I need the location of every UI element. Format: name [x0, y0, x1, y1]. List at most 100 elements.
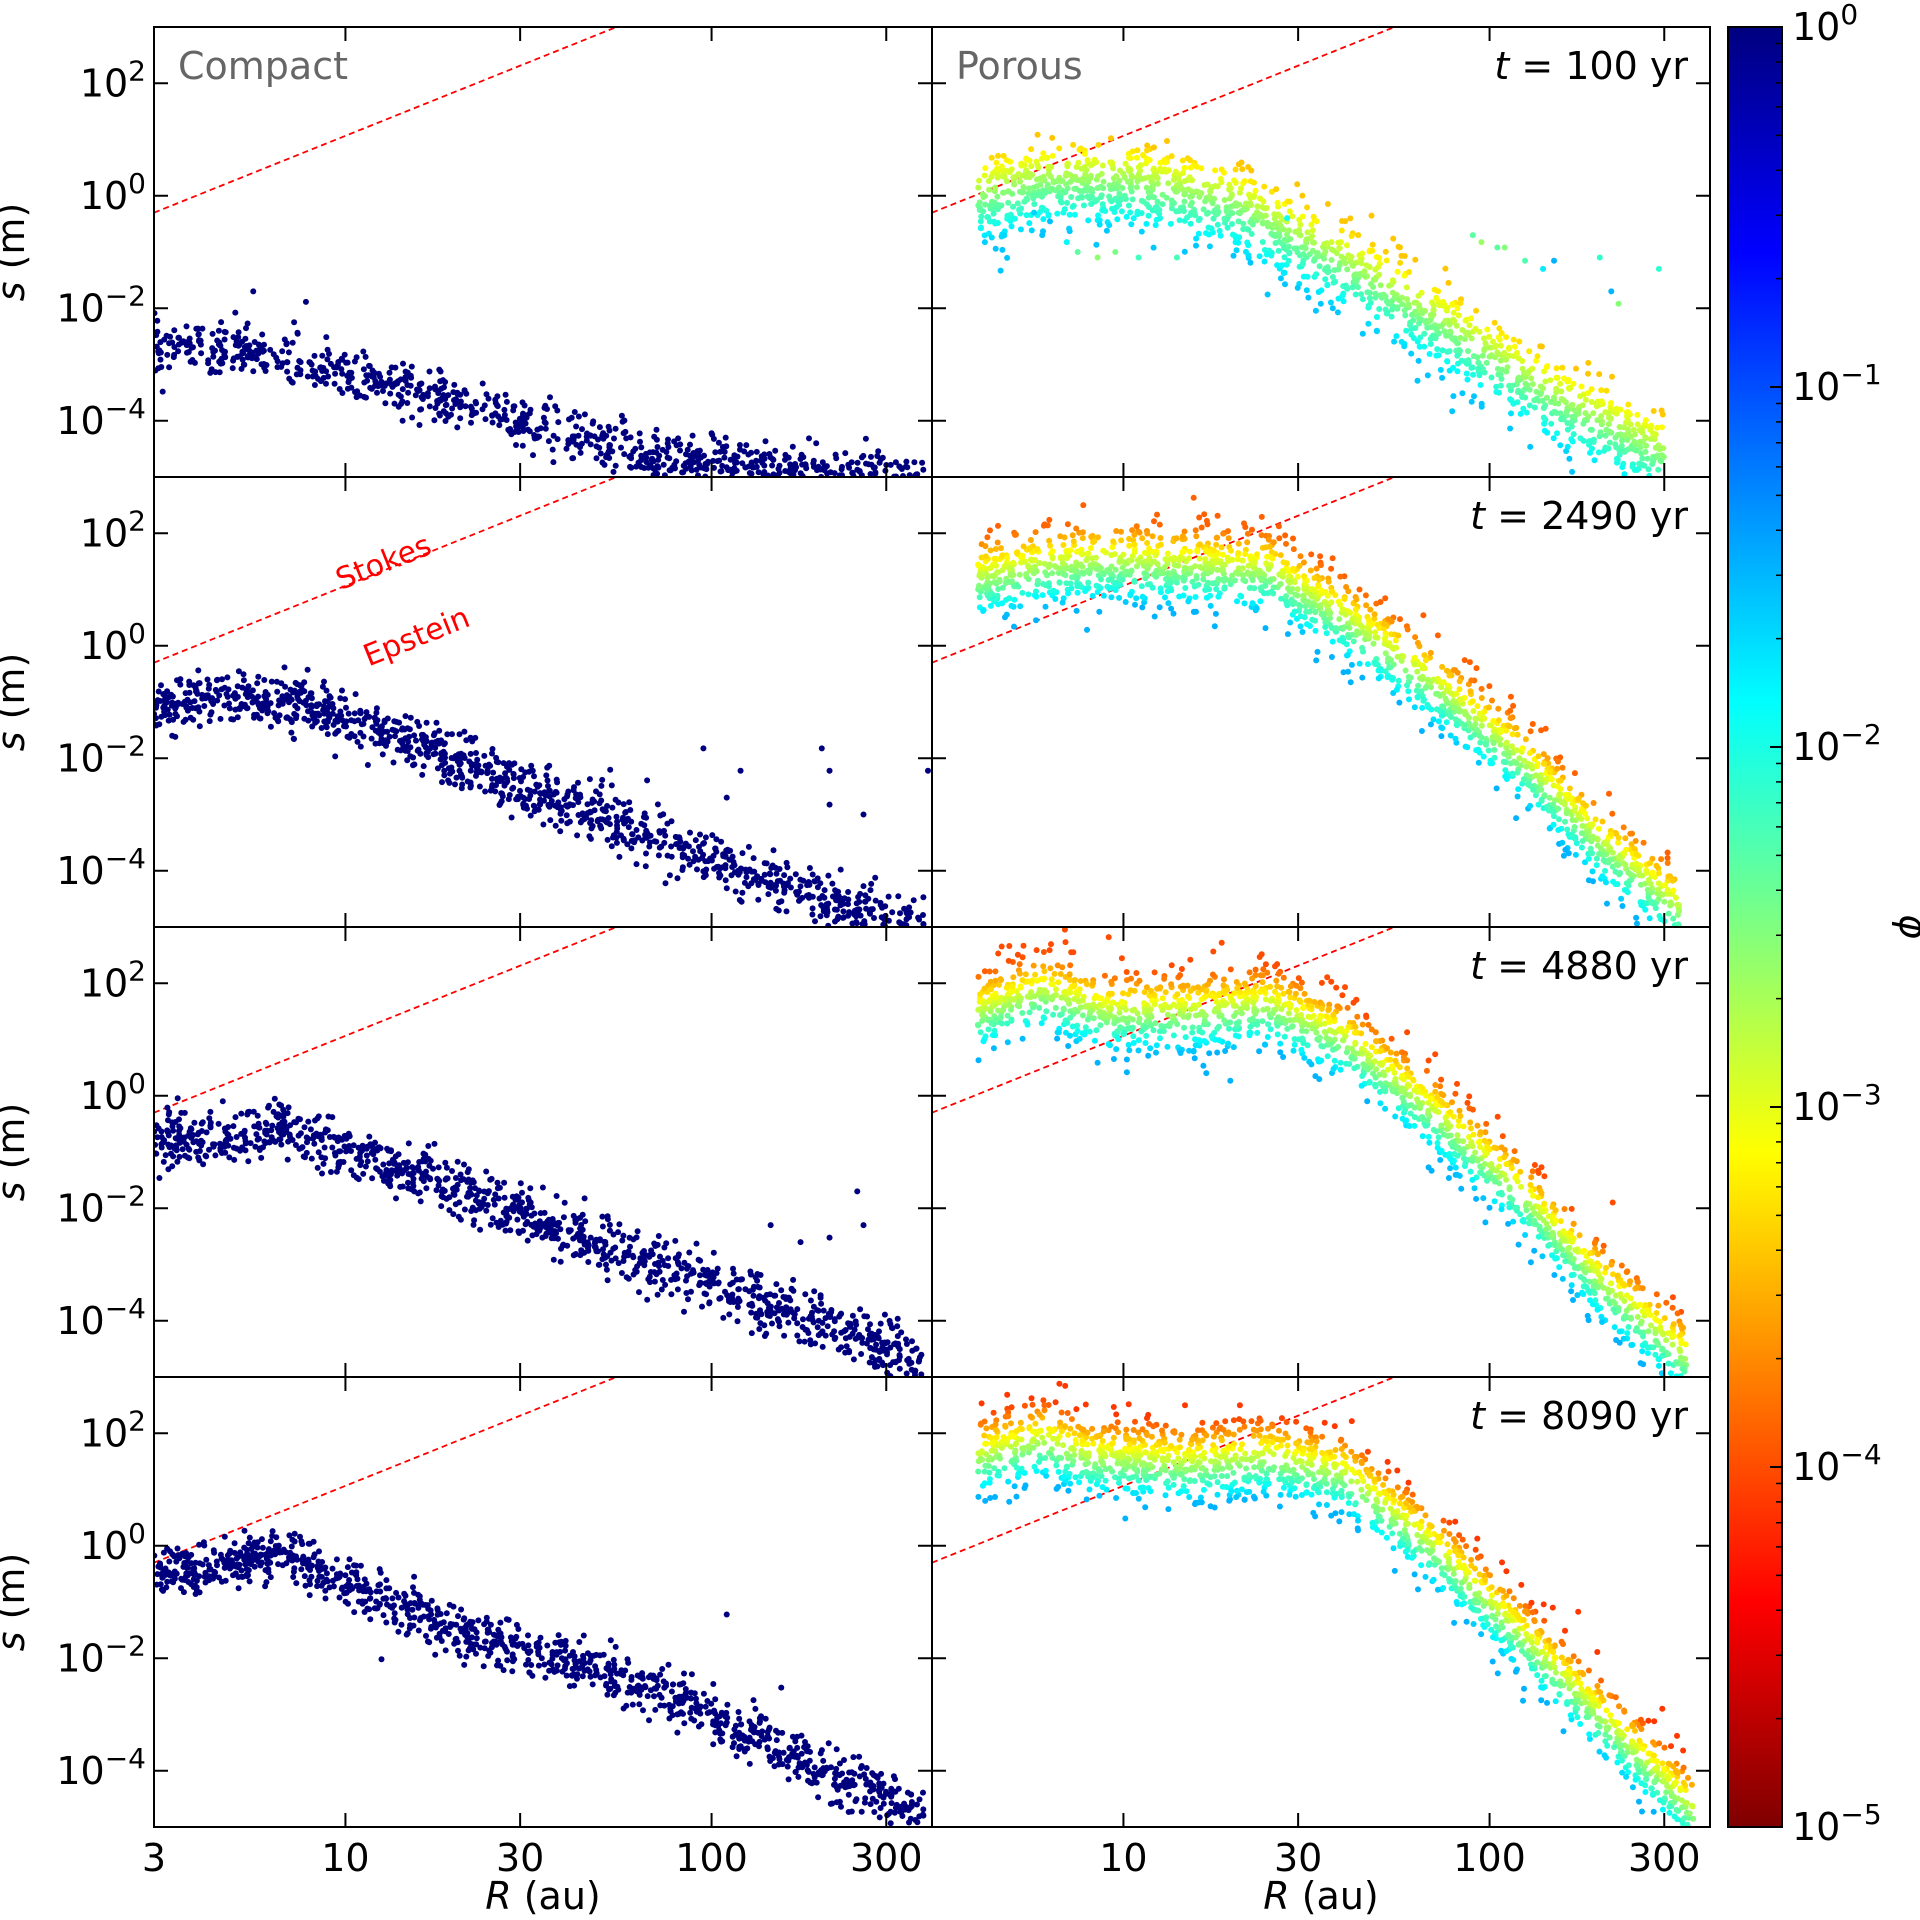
data-point: [257, 705, 263, 712]
data-point: [1454, 352, 1461, 359]
data-point: [1399, 301, 1406, 308]
data-point: [476, 783, 483, 790]
data-point: [1064, 521, 1071, 528]
data-point: [222, 354, 229, 361]
data-point: [1541, 368, 1548, 375]
data-point: [773, 870, 780, 877]
data-point: [586, 833, 593, 840]
data-point: [426, 368, 433, 375]
data-point: [999, 600, 1006, 607]
data-point: [546, 793, 553, 800]
data-point: [1446, 321, 1453, 328]
data-point: [284, 359, 291, 366]
data-point: [604, 836, 611, 843]
data-point: [240, 671, 247, 678]
data-point: [1646, 472, 1653, 477]
data-point: [1415, 357, 1422, 364]
data-point: [166, 711, 173, 718]
data-point: [1154, 511, 1160, 518]
data-point: [473, 400, 480, 407]
data-point: [413, 737, 419, 744]
data-point: [1028, 163, 1035, 170]
data-point: [1020, 188, 1027, 195]
data-point: [977, 571, 984, 578]
data-point: [510, 775, 517, 782]
data-point: [1497, 342, 1504, 349]
data-point: [1675, 921, 1682, 927]
data-point: [1207, 602, 1214, 609]
data-point: [332, 717, 339, 724]
data-point: [1427, 341, 1434, 347]
data-point: [643, 450, 649, 457]
data-point: [1055, 570, 1062, 576]
data-point: [1229, 221, 1235, 227]
data-point: [1277, 275, 1284, 282]
data-point: [1294, 181, 1301, 188]
data-point: [1060, 571, 1067, 577]
data-point: [1163, 194, 1170, 201]
data-point: [1670, 887, 1677, 894]
data-point: [876, 459, 883, 466]
data-point: [157, 339, 164, 346]
data-point: [1044, 183, 1051, 190]
data-point: [613, 839, 620, 846]
outlier-point: [1112, 249, 1119, 255]
data-point: [485, 762, 492, 769]
data-point: [887, 461, 894, 468]
data-point: [513, 442, 519, 448]
data-point: [1385, 655, 1392, 662]
data-point: [1336, 616, 1343, 623]
data-point: [1485, 747, 1492, 754]
data-point: [985, 178, 992, 184]
data-point: [1642, 880, 1649, 887]
data-point: [1214, 512, 1221, 519]
data-point: [1126, 557, 1132, 564]
data-point: [1424, 372, 1431, 379]
data-point: [1450, 309, 1457, 316]
data-point: [1343, 641, 1350, 648]
data-point: [309, 712, 316, 719]
data-point: [1169, 201, 1176, 208]
data-point: [1005, 188, 1012, 195]
data-point: [1622, 835, 1629, 842]
data-point: [348, 384, 355, 391]
data-point: [558, 807, 565, 814]
data-point: [1219, 551, 1226, 558]
data-point: [1613, 444, 1620, 451]
data-point: [1049, 548, 1056, 555]
data-point: [739, 850, 746, 857]
data-point: [1270, 539, 1277, 546]
data-point: [1027, 537, 1034, 543]
data-point: [1439, 374, 1446, 381]
data-point: [1371, 615, 1378, 622]
data-point: [1274, 262, 1281, 269]
data-point: [1565, 850, 1572, 857]
data-point: [1162, 594, 1168, 601]
data-point: [1572, 817, 1579, 824]
data-point: [1257, 195, 1264, 202]
data-point: [1427, 317, 1434, 324]
data-point: [1625, 430, 1632, 437]
data-point: [528, 767, 535, 774]
data-point: [372, 382, 378, 389]
data-point: [1389, 277, 1396, 284]
data-point: [1093, 241, 1100, 248]
data-point: [1507, 425, 1514, 432]
data-point: [1305, 294, 1312, 301]
data-point: [1645, 466, 1652, 473]
data-point: [1582, 410, 1589, 417]
data-point: [920, 912, 926, 918]
data-point: [995, 152, 1001, 159]
data-point: [725, 848, 732, 855]
data-point: [428, 741, 435, 748]
data-point: [1108, 135, 1114, 142]
data-point: [1434, 346, 1441, 353]
data-point: [391, 400, 398, 407]
data-point: [1496, 389, 1502, 396]
data-point: [1313, 657, 1320, 664]
data-point: [1488, 352, 1495, 359]
data-point: [1629, 463, 1636, 470]
data-point: [1128, 172, 1135, 179]
data-point: [1585, 390, 1591, 397]
data-point: [1080, 175, 1087, 182]
